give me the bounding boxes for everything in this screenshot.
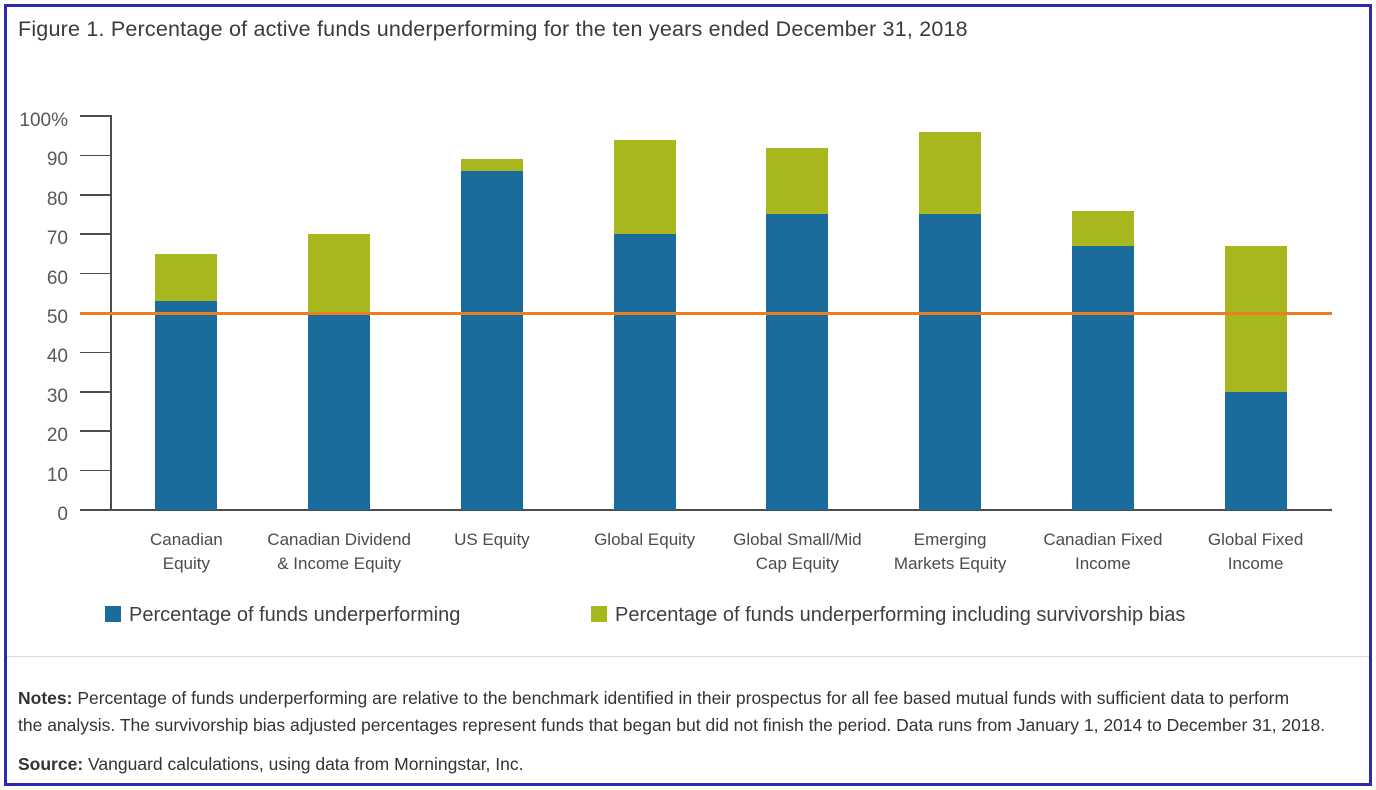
legend-swatch-green — [591, 606, 607, 622]
bar-survivorship-total — [1071, 210, 1134, 510]
y-tick-mark — [80, 233, 110, 235]
y-tick-label: 100% — [19, 110, 68, 131]
x-axis-line — [80, 509, 1332, 511]
figure-frame: Figure 1. Percentage of active funds und… — [4, 4, 1372, 786]
y-tick-mark — [80, 154, 110, 157]
bar-underperforming — [766, 214, 829, 510]
figure-title: Figure 1. Percentage of active funds und… — [18, 17, 968, 41]
y-tick-mark — [80, 430, 110, 432]
bar-underperforming — [308, 312, 371, 510]
category-label: Canadian Fixed Income — [1043, 530, 1163, 573]
reference-line-50pct — [80, 311, 1332, 315]
category-label: Global Small/Mid Cap Equity — [733, 530, 862, 573]
bar-underperforming — [1071, 246, 1134, 510]
bar-survivorship-total — [613, 139, 676, 510]
y-tick-mark — [80, 351, 110, 354]
bar-survivorship-total — [919, 131, 982, 510]
notes-label: Notes: — [18, 688, 73, 708]
bar-survivorship-total — [155, 253, 218, 510]
legend-notes-divider — [7, 656, 1369, 657]
bar-underperforming — [460, 171, 523, 510]
category-label: Global Fixed Income — [1207, 530, 1304, 573]
bar-underperforming — [613, 234, 676, 510]
y-tick-mark — [80, 469, 110, 472]
legend-label-underperforming: Percentage of funds underperforming — [129, 604, 461, 626]
legend-item-underperforming: Percentage of funds underperforming — [105, 603, 460, 627]
y-tick-label: 20 — [46, 425, 68, 447]
bar-survivorship-total — [308, 234, 371, 510]
bar-survivorship-total — [460, 159, 523, 510]
y-tick-label: 30 — [46, 385, 68, 407]
y-tick-label: 60 — [46, 267, 68, 289]
category-label: Emerging Markets Equity — [893, 530, 1007, 573]
y-tick-label: 0 — [57, 504, 68, 525]
bar-underperforming — [1224, 391, 1287, 510]
category-label: Canadian Dividend & Income Equity — [267, 530, 411, 573]
y-tick-label: 40 — [46, 346, 68, 368]
bar-underperforming — [919, 214, 982, 510]
legend-label-survivorship: Percentage of funds underperforming incl… — [615, 604, 1186, 626]
notes-text: Notes: Percentage of funds underperformi… — [18, 685, 1360, 739]
y-tick-mark — [80, 115, 110, 117]
y-tick-mark — [80, 391, 110, 393]
category-label: Canadian Equity — [149, 530, 223, 573]
y-tick-label: 50 — [46, 307, 68, 328]
bar-underperforming — [155, 301, 218, 510]
bar-survivorship-total — [766, 147, 829, 510]
source-text: Source: Vanguard calculations, using dat… — [18, 751, 1360, 778]
notes-body: Percentage of funds underperforming are … — [18, 688, 1326, 735]
source-label: Source: — [18, 754, 84, 774]
y-tick-mark — [80, 272, 110, 275]
chart: 0 10 20 30 40 50 60 70 80 90 100% Canadian Equity Ca… — [7, 7, 1369, 783]
legend-swatch-blue — [105, 606, 121, 622]
category-label: Global Equity — [594, 530, 696, 549]
y-tick-label: 90 — [46, 149, 68, 171]
y-tick-label: 10 — [46, 464, 68, 486]
category-label: US Equity — [454, 530, 530, 549]
y-tick-label: 70 — [46, 228, 68, 250]
y-tick-label: 80 — [46, 188, 68, 210]
legend-item-survivorship: Percentage of funds underperforming incl… — [591, 603, 1185, 627]
source-body: Vanguard calculations, using data from M… — [83, 754, 524, 774]
y-tick-mark — [80, 194, 110, 196]
bar-survivorship-total — [1224, 246, 1287, 510]
